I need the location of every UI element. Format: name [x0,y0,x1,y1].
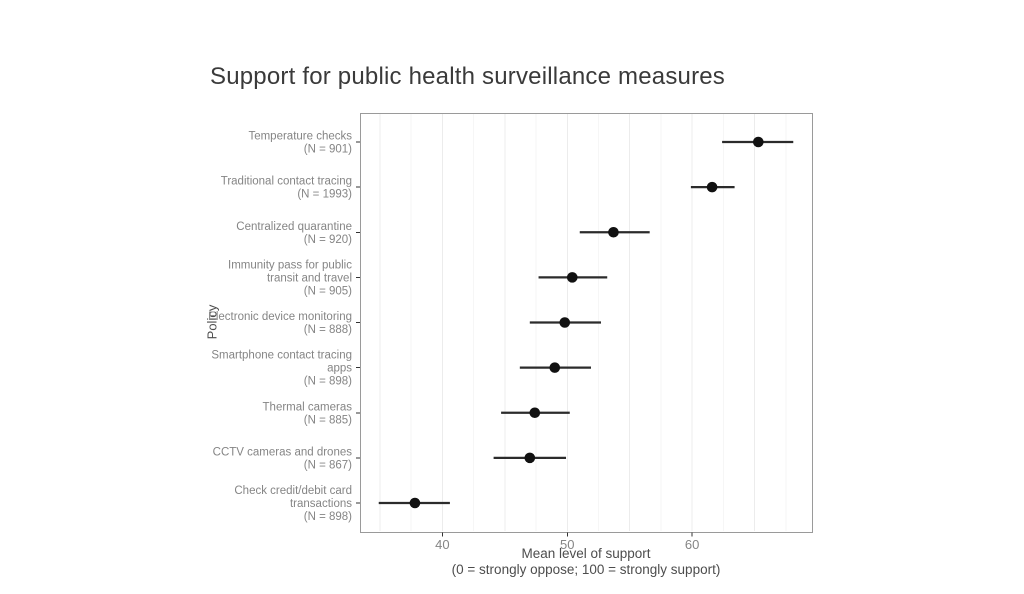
category-label-line: (N = 867) [304,459,352,471]
x-tick-label: 50 [560,537,574,552]
category-label-line: Traditional contact tracing [221,176,352,188]
mean-dot [753,136,764,148]
x-axis-title: Mean level of support (0 = strongly oppo… [360,546,812,578]
category-label: Check credit/debit card transactions (N = … [234,485,352,523]
category-label-line: (N = 1993) [297,189,352,201]
mean-dot [706,181,718,193]
mean-dot [559,317,571,328]
category-label-line: (N = 885) [304,414,352,426]
x-tick-label: 40 [435,537,449,552]
category-label-line: CCTV cameras and drones [213,446,353,458]
category-label: Smartphone contact tracing apps (N = 898) [211,350,352,388]
chart-title: Support for public health surveillance m… [210,63,726,90]
category-label-line: Thermal cameras [263,401,353,413]
mean-dot [549,362,561,373]
category-label-line: transit and travel [267,272,352,284]
mean-dot [409,497,421,509]
x-tick-label: 60 [685,537,699,552]
category-label: Thermal cameras (N = 885) [263,401,353,426]
category-label-line: transactions [290,498,352,510]
mean-dot [529,407,541,419]
x-axis-title-sub: (0 = strongly oppose; 100 = strongly sup… [451,562,721,577]
category-label-line: (N = 901) [304,144,352,156]
category-label-line: Check credit/debit card [234,485,352,497]
category-label: Electronic device monitoring (N = 888) [208,311,352,336]
mean-dot [524,452,536,464]
mean-dot [566,272,578,283]
category-label-line: Smartphone contact tracing [211,350,352,362]
category-label-line: Electronic device monitoring [208,311,352,323]
mean-dot [608,226,619,238]
category-label: CCTV cameras and drones (N = 867) [213,446,353,471]
category-label: Traditional contact tracing (N = 1993) [221,176,352,201]
category-label-line: (N = 888) [304,324,352,336]
category-label-line: (N = 898) [304,376,352,388]
category-label-line: Immunity pass for public [228,259,352,271]
category-label-line: Centralized quarantine [236,221,352,233]
category-label-line: (N = 905) [304,285,352,297]
category-label: Temperature checks (N = 901) [248,131,352,156]
category-label-line: (N = 898) [304,511,352,523]
category-label: Centralized quarantine (N = 920) [236,221,352,246]
category-label-line: apps [327,363,352,375]
category-label: Immunity pass for public transit and trav… [228,259,352,297]
x-axis-title-main: Mean level of support [521,546,651,561]
category-label-line: Temperature checks [248,131,352,143]
category-label-line: (N = 920) [304,234,352,246]
